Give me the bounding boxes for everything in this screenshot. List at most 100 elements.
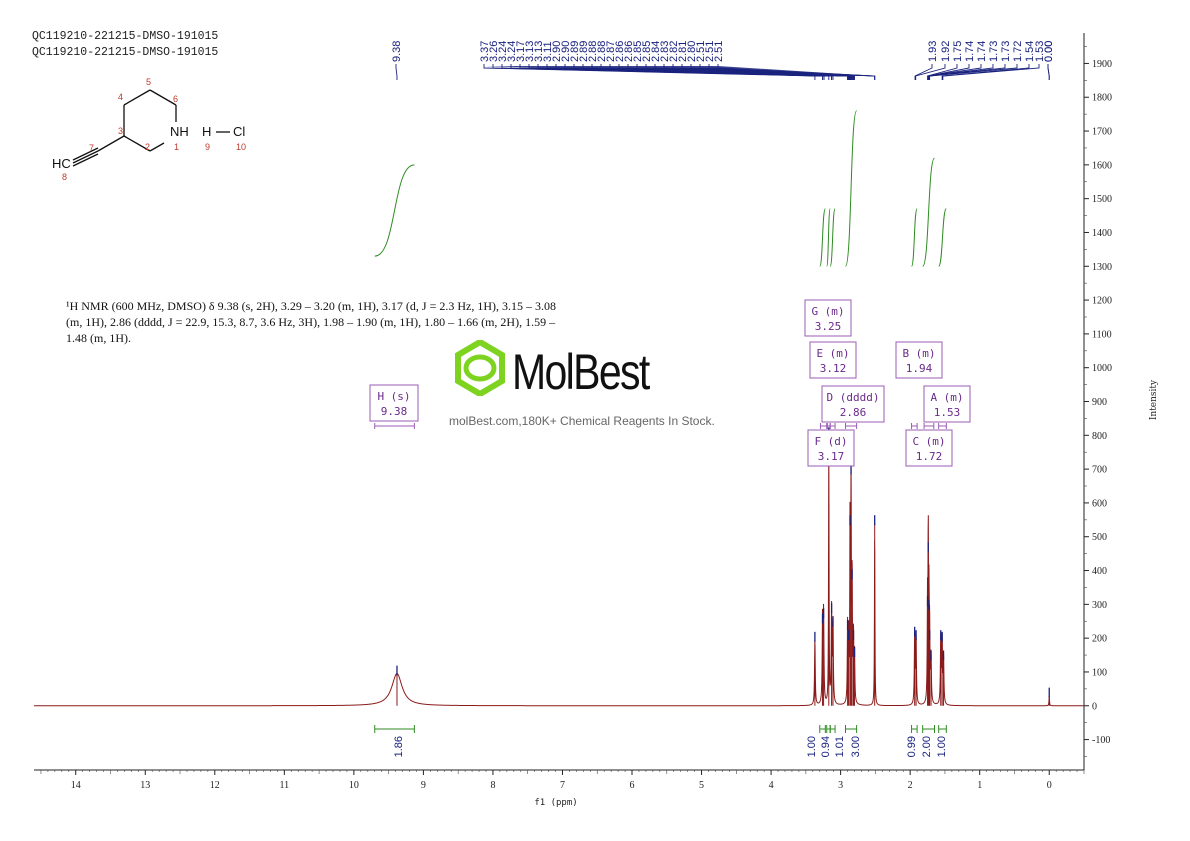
integral-curve <box>826 208 831 267</box>
x-tick-label: 1 <box>977 780 982 791</box>
peak-shift-label: 3.37 <box>479 41 491 62</box>
peak-labels: 9.38 3.373.263.243.243.173.133.133.112.90… <box>391 41 1055 80</box>
peak-label-connector <box>1047 64 1050 80</box>
peak-shift-label: 2.84 <box>650 41 662 62</box>
peak-shift-label: 2.83 <box>659 41 671 62</box>
molecule-structure: HC NH H Cl 1 2 3 4 5 6 7 8 9 10 <box>52 77 246 182</box>
atom-number-1: 1 <box>174 142 179 152</box>
integral-curve <box>922 157 935 267</box>
x-tick-label: 11 <box>280 780 290 791</box>
x-tick-label: 4 <box>769 780 774 791</box>
peak-label-connector <box>927 64 982 80</box>
multiplet-shift-label: 3.12 <box>820 362 847 375</box>
peak-shift-label: 1.74 <box>976 41 988 62</box>
peak-label-connector <box>915 64 946 80</box>
multiplet-shift-label: 1.53 <box>934 406 961 419</box>
peak-label-connector-band <box>484 66 875 76</box>
peak-shift-label: 0.00 <box>1043 41 1055 62</box>
peak-shift-label: 1.72 <box>1012 41 1024 62</box>
y-tick-label: 1400 <box>1092 228 1112 239</box>
peak-shift-label: 1.53 <box>1034 41 1046 62</box>
y-tick-label: 600 <box>1092 498 1107 509</box>
watermark-tagline: molBest.com,180K+ Chemical Reagents In S… <box>449 414 715 428</box>
peak-label-connector <box>942 64 1040 80</box>
chart-axes: 14 13 12 11 10 9 8 7 6 5 4 3 2 1 0f1 (ppm)-10001002003… <box>34 33 1159 808</box>
atom-number-6: 6 <box>173 94 178 104</box>
atom-number-2: 2 <box>145 142 150 152</box>
peak-shift-label: 2.90 <box>551 41 563 62</box>
peak-shift-label: 2.89 <box>569 41 581 62</box>
y-tick-label: 1000 <box>1092 363 1112 374</box>
atom-number-10: 10 <box>236 142 246 152</box>
multiplet-box <box>369 384 419 422</box>
peak-shift-label: 2.87 <box>605 41 617 62</box>
nmr-description-line-1: ¹H NMR (600 MHz, DMSO) δ 9.38 (s, 2H), 3… <box>66 299 556 313</box>
peak-shift-label: 2.89 <box>578 41 590 62</box>
atom-number-5: 5 <box>146 77 151 87</box>
peak-shift-label: 2.51 <box>695 41 707 62</box>
atom-number-8: 8 <box>62 172 67 182</box>
x-tick-label: 12 <box>210 780 220 791</box>
multiplet-box <box>809 341 857 379</box>
multiplet-type-label: H (s) <box>377 390 410 403</box>
x-tick-label: 9 <box>421 780 426 791</box>
multiplet-type-label: E (m) <box>816 347 849 360</box>
x-tick-label: 10 <box>349 780 359 791</box>
peak-shift-label: 3.24 <box>497 41 509 62</box>
peak-shift-label: 1.93 <box>927 41 939 62</box>
x-tick-label: 8 <box>490 780 495 791</box>
y-tick-label: 1500 <box>1092 194 1112 205</box>
peak-shift-label: 9.38 <box>391 41 403 62</box>
integral-value-label: 3.00 <box>850 736 862 757</box>
y-tick-label: 300 <box>1092 600 1107 611</box>
nmr-description-line-2: (m, 1H), 2.86 (dddd, J = 22.9, 15.3, 8.7… <box>66 315 556 329</box>
x-tick-label: 2 <box>908 780 913 791</box>
peak-shift-label: 2.51 <box>713 41 725 62</box>
integral-value-label: 0.99 <box>906 736 918 757</box>
peak-shift-label: 1.92 <box>940 41 952 62</box>
x-tick-label: 6 <box>630 780 635 791</box>
integral-value-label: 2.00 <box>921 736 933 757</box>
peak-shift-label: 2.81 <box>677 41 689 62</box>
y-tick-label: 500 <box>1092 532 1107 543</box>
integral-value-label: 1.01 <box>834 736 846 757</box>
y-tick-label: 900 <box>1092 397 1107 408</box>
integral-value-label: 0.94 <box>820 736 832 757</box>
atom-number-7: 7 <box>89 143 94 153</box>
y-tick-label: 200 <box>1092 634 1107 645</box>
integral-curve <box>911 208 918 267</box>
multiplet-shift-label: 1.94 <box>906 362 933 375</box>
peak-shift-label: 3.17 <box>515 41 527 62</box>
integral-curve <box>374 164 415 257</box>
y-tick-label: 1900 <box>1092 59 1112 70</box>
multiplet-shift-label: 3.17 <box>818 450 845 463</box>
multiplet-shift-label: 9.38 <box>381 405 408 418</box>
peak-shift-label: 3.13 <box>533 41 545 62</box>
multiplet-box <box>807 429 855 467</box>
peak-shift-label: 3.26 <box>488 41 500 62</box>
y-tick-label: 1800 <box>1092 93 1112 104</box>
peak-shift-label: 2.82 <box>668 41 680 62</box>
atom-cl: Cl <box>233 124 245 139</box>
x-tick-label: 14 <box>71 780 81 791</box>
molbest-logo-icon <box>455 340 505 396</box>
multiplet-shift-label: 3.25 <box>815 320 842 333</box>
multiplet-box <box>905 429 953 467</box>
y-tick-label: 1200 <box>1092 296 1112 307</box>
multiplet-type-label: G (m) <box>811 305 844 318</box>
y-tick-label: 1100 <box>1092 329 1112 340</box>
peak-shift-label: 2.86 <box>623 41 635 62</box>
integral-curve <box>819 208 826 267</box>
peak-shift-label: 1.74 <box>964 41 976 62</box>
x-tick-label: 0 <box>1047 780 1052 791</box>
peak-shift-label: 2.86 <box>614 41 626 62</box>
x-tick-label: 13 <box>140 780 150 791</box>
atom-h: H <box>202 124 211 139</box>
multiplet-shift-label: 1.72 <box>916 450 943 463</box>
x-axis-title: f1 (ppm) <box>534 798 577 808</box>
atom-number-3: 3 <box>118 126 123 136</box>
integral-value-label: 1.86 <box>393 736 405 757</box>
nmr-description-line-3: 1.48 (m, 1H). <box>66 331 131 345</box>
integral-value-label: 1.00 <box>806 736 818 757</box>
